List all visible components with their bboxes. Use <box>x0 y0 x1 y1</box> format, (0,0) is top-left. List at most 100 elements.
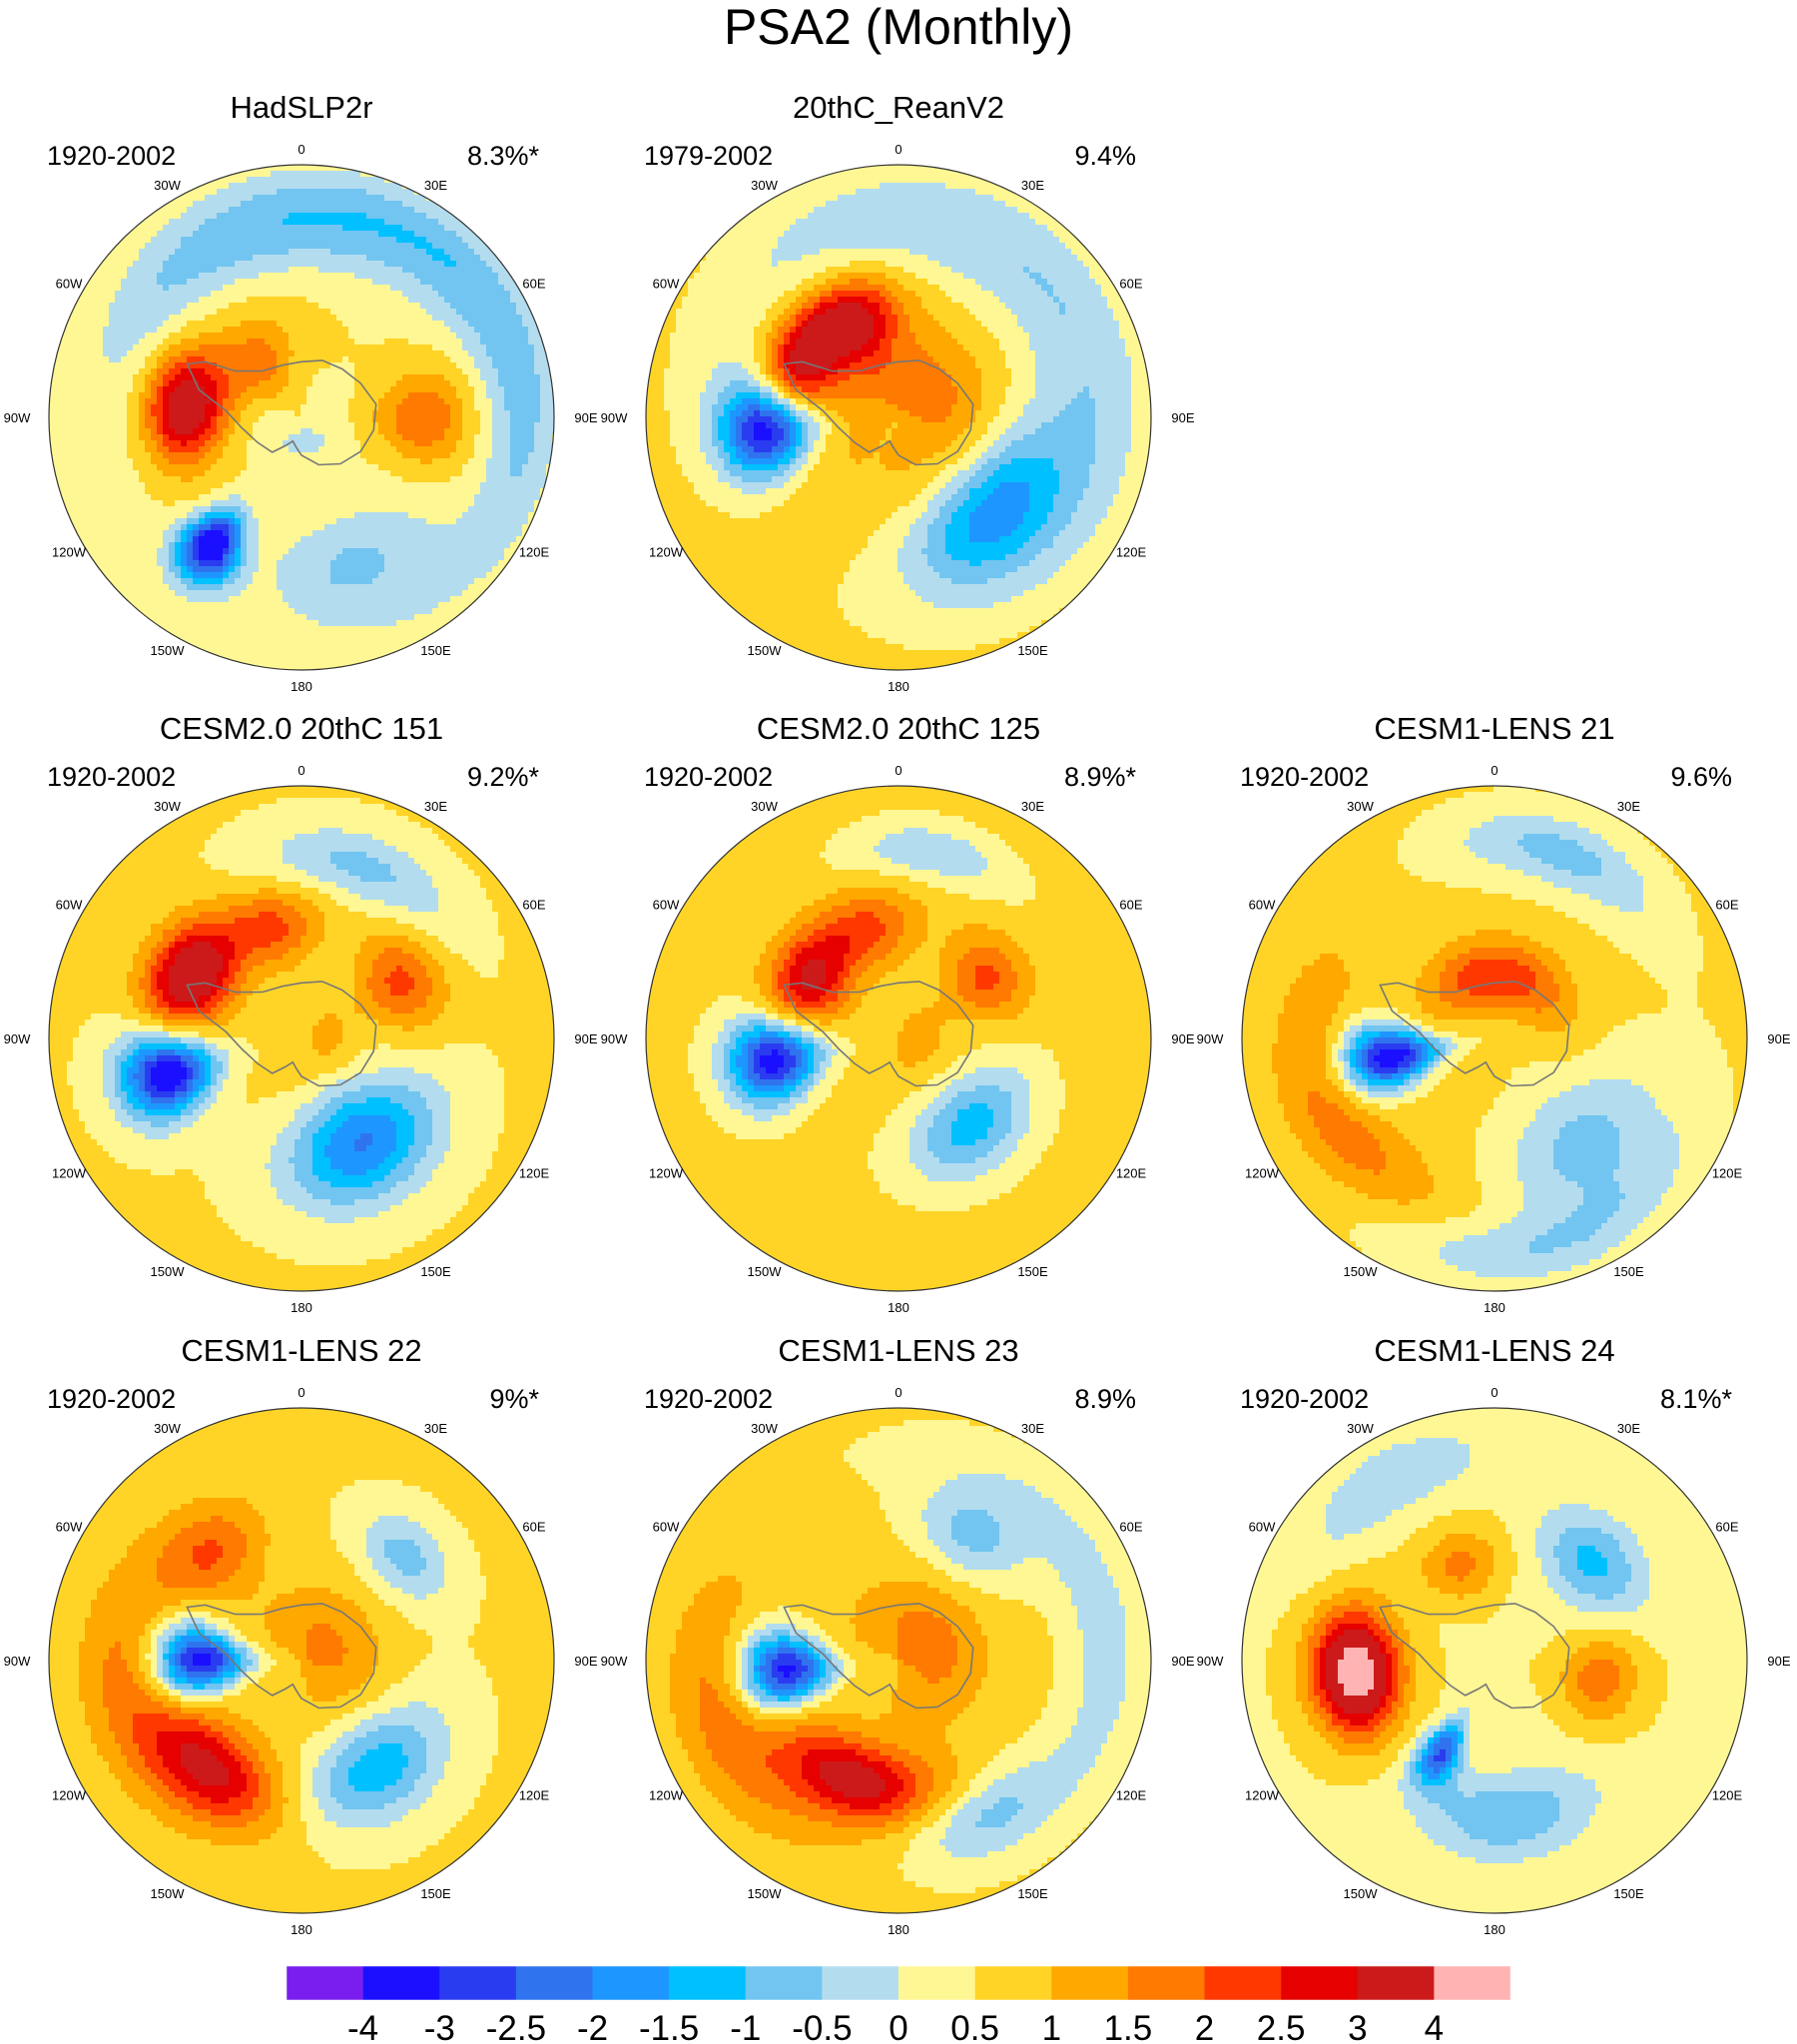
contour-cell <box>474 237 481 244</box>
contour-cell <box>336 201 343 208</box>
contour-cell <box>408 488 415 495</box>
contour-cell <box>217 398 224 405</box>
contour-cell <box>235 524 242 531</box>
contour-cell <box>378 279 385 286</box>
contour-cell <box>253 494 260 501</box>
contour-cell <box>390 195 397 202</box>
contour-cell <box>390 374 397 381</box>
contour-cell <box>133 530 140 537</box>
contour-cell <box>163 524 170 531</box>
contour-cell <box>199 243 206 250</box>
contour-cell <box>163 213 170 220</box>
contour-cell <box>324 518 331 525</box>
contour-cell <box>289 344 296 351</box>
contour-cell <box>205 518 212 525</box>
contour-cell <box>217 416 224 423</box>
contour-cell <box>253 434 260 441</box>
contour-cell <box>444 344 451 351</box>
contour-cell <box>211 512 218 519</box>
contour-cell <box>133 428 140 435</box>
contour-cell <box>55 327 62 334</box>
contour-cell <box>414 291 421 298</box>
contour-cell <box>504 422 511 429</box>
contour-cell <box>516 494 523 501</box>
contour-cell <box>55 398 62 405</box>
contour-cell <box>223 213 230 220</box>
contour-cell <box>324 201 331 208</box>
contour-cell <box>211 446 218 453</box>
contour-cell <box>235 225 242 232</box>
contour-cell <box>360 297 367 304</box>
contour-cell <box>546 458 553 465</box>
contour-cell <box>211 291 218 298</box>
contour-cell <box>342 404 349 411</box>
contour-cell <box>253 273 260 280</box>
contour-cell <box>360 374 367 381</box>
contour-cell <box>534 518 541 525</box>
contour-cell <box>444 297 451 304</box>
contour-cell <box>169 536 176 543</box>
contour-cell <box>277 446 284 453</box>
contour-cell <box>277 428 284 435</box>
contour-cell <box>145 237 152 244</box>
contour-cell <box>516 482 523 489</box>
contour-cell <box>450 428 457 435</box>
contour-cell <box>229 518 236 525</box>
contour-cell <box>193 428 200 435</box>
contour-cell <box>175 482 182 489</box>
contour-cell <box>283 261 290 268</box>
contour-cell <box>241 446 248 453</box>
contour-cell <box>414 440 421 447</box>
contour-cell <box>139 321 146 328</box>
contour-cell <box>456 476 463 483</box>
contour-cell <box>145 446 152 453</box>
contour-cell <box>450 530 457 537</box>
contour-cell <box>342 374 349 381</box>
contour-cell <box>139 548 146 555</box>
contour-cell <box>450 339 457 345</box>
contour-cell <box>211 506 218 513</box>
contour-cell <box>336 500 343 507</box>
contour-cell <box>498 500 505 507</box>
contour-cell <box>145 392 152 399</box>
contour-cell <box>354 285 361 292</box>
contour-cell <box>366 344 373 351</box>
contour-cell <box>127 285 134 292</box>
contour-cell <box>97 339 104 345</box>
contour-cell <box>342 195 349 202</box>
contour-cell <box>402 213 409 220</box>
contour-cell <box>259 297 266 304</box>
contour-cell <box>378 464 385 471</box>
contour-cell <box>354 225 361 232</box>
contour-cell <box>199 267 206 274</box>
contour-cell <box>217 368 224 375</box>
contour-cell <box>408 177 415 184</box>
contour-cell <box>468 285 475 292</box>
contour-cell <box>438 356 445 363</box>
contour-cell <box>420 362 427 369</box>
contour-cell <box>199 434 206 441</box>
contour-cell <box>139 554 146 561</box>
contour-cell <box>289 189 296 196</box>
contour-cell <box>510 315 517 322</box>
contour-cell <box>420 249 427 256</box>
contour-cell <box>522 398 529 405</box>
contour-cell <box>366 560 373 567</box>
contour-cell <box>145 554 152 561</box>
contour-cell <box>91 524 98 531</box>
contour-cell <box>534 464 541 471</box>
contour-cell <box>378 518 385 525</box>
contour-cell <box>474 524 481 531</box>
contour-cell <box>151 506 158 513</box>
contour-cell <box>402 470 409 477</box>
contour-cell <box>223 309 230 316</box>
contour-cell <box>133 542 140 549</box>
contour-cell <box>229 249 236 256</box>
contour-cell <box>79 416 86 423</box>
contour-cell <box>312 207 319 214</box>
contour-cell <box>318 243 325 250</box>
contour-cell <box>175 273 182 280</box>
contour-cell <box>181 297 188 304</box>
contour-cell <box>390 219 397 226</box>
contour-cell <box>306 237 313 244</box>
